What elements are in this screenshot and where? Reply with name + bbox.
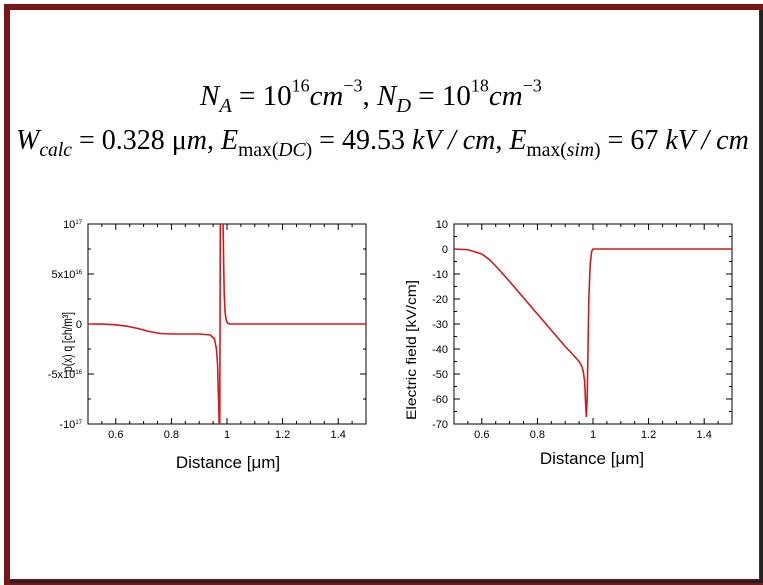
- nd-subscript: D: [396, 95, 412, 118]
- results-equation: Wcalc = 0.328 μm, Emax(DC) = 49.53 kV / …: [16, 125, 749, 160]
- w-unit: m: [186, 125, 208, 156]
- series-line-1: [88, 224, 366, 424]
- slide-frame: [4, 4, 763, 585]
- x-tick-label: 1.4: [697, 429, 712, 441]
- frame-shadow-bottom: [10, 580, 763, 583]
- y-tick-label: 10: [436, 219, 448, 231]
- nd-unit-exponent: −3: [522, 75, 542, 96]
- doping-equation: NA = 1016cm−3, ND = 1018cm−3: [200, 77, 542, 117]
- na-exponent: 16: [291, 75, 310, 96]
- x-tick-label: 0.8: [530, 429, 545, 441]
- y-tick-label: -1017: [59, 419, 82, 431]
- y-tick-label: 0: [76, 319, 82, 331]
- x-tick-label: 1: [224, 429, 230, 441]
- w-subscript: calc: [39, 139, 72, 161]
- y-tick-label: 5x1016: [51, 269, 82, 281]
- edc-unit: kV / cm: [411, 125, 496, 156]
- eq1-separator: ,: [362, 80, 378, 112]
- w-symbol: W: [16, 125, 40, 156]
- chart-2: 0.6 0.8 1 1.2 1.4 10 0 -10 -20 -30 -40 -50 -60 -70 Dis…: [403, 219, 733, 468]
- y-axis-title: Electric field [kV/cm]: [403, 280, 419, 420]
- edc-sub-pre: max(: [238, 139, 279, 161]
- edc-value: = 49.53: [312, 125, 412, 156]
- x-axis-title: Distance [μm]: [176, 453, 280, 472]
- eq2-separator-2: ,: [495, 125, 510, 156]
- eq2-separator-1: ,: [207, 125, 222, 156]
- x-tick-label: 1.2: [641, 429, 656, 441]
- frame-shadow-right: [760, 10, 763, 583]
- y-tick-label: -60: [432, 394, 448, 406]
- esim-value: = 67: [600, 125, 666, 156]
- esim-sub-italic: sim: [566, 139, 595, 161]
- x-tick-label: 1.2: [275, 429, 290, 441]
- series-line-1: [454, 248, 732, 418]
- chart-1: 0.6 0.8 1 1.2 1.4 1017 5x1016 0 -5x1016 -1017 Dist…: [48, 219, 367, 472]
- edc-sub-post: ): [305, 139, 313, 161]
- y-tick-label: -50: [432, 369, 448, 381]
- nd-exponent: 18: [470, 75, 489, 96]
- na-unit: cm: [309, 80, 344, 112]
- y-tick-label: -30: [432, 319, 448, 331]
- edc-sub-italic: DC: [278, 139, 306, 161]
- y-tick-label: -5x1016: [48, 369, 83, 381]
- x-tick-label: 1.4: [331, 429, 346, 441]
- y-tick-label: 0: [442, 244, 448, 256]
- plot-frame: [453, 223, 733, 425]
- x-tick-label: 0.6: [474, 429, 489, 441]
- na-equals: = 10: [231, 80, 292, 112]
- x-axis-title: Distance [μm]: [540, 449, 644, 468]
- nd-symbol: N: [377, 80, 397, 112]
- esim-sub-post: ): [594, 139, 601, 161]
- x-tick-label: 0.6: [108, 429, 123, 441]
- y-tick-label: -40: [432, 344, 448, 356]
- y-tick-label: -70: [432, 419, 448, 431]
- esim-sub-pre: max(: [526, 139, 567, 161]
- na-symbol: N: [200, 80, 220, 112]
- x-tick-label: 1: [590, 429, 596, 441]
- y-tick-label: -10: [432, 269, 448, 281]
- na-subscript: A: [219, 95, 232, 118]
- y-tick-label: -20: [432, 294, 448, 306]
- esim-unit: kV / cm: [665, 125, 749, 156]
- nd-unit: cm: [488, 80, 523, 112]
- nd-equals: = 10: [411, 80, 471, 112]
- esim-symbol: E: [509, 125, 527, 156]
- y-axis-title: ρ(x) q [ch/m³]: [59, 312, 75, 372]
- x-tick-label: 0.8: [164, 429, 179, 441]
- y-tick-label: 1017: [63, 219, 83, 231]
- w-value: = 0.328 μ: [71, 125, 187, 156]
- na-unit-exponent: −3: [343, 75, 363, 96]
- edc-symbol: E: [221, 125, 239, 156]
